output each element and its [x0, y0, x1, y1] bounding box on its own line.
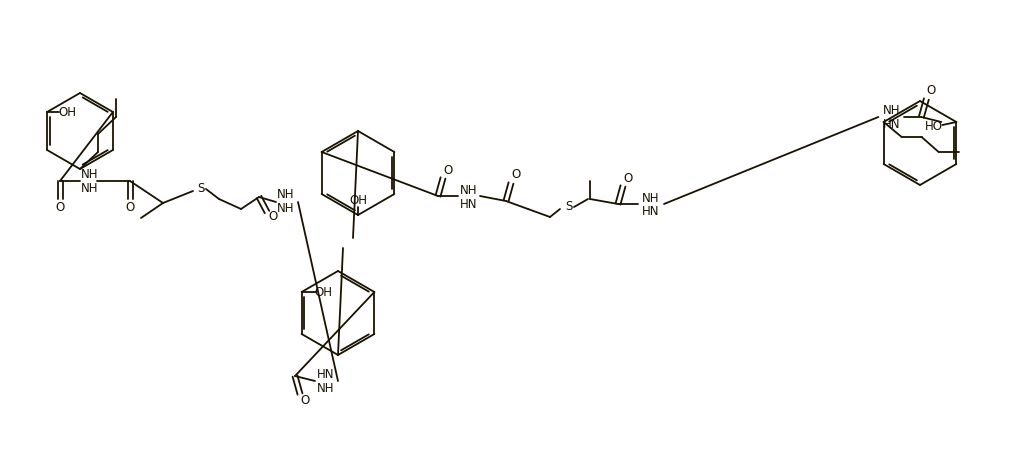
Text: O: O: [269, 211, 278, 224]
Text: O: O: [511, 169, 520, 182]
Text: S: S: [197, 183, 205, 195]
Text: HN: HN: [461, 197, 478, 211]
Text: NH: NH: [317, 383, 334, 396]
Text: NH: NH: [882, 105, 900, 118]
Text: O: O: [443, 164, 452, 177]
Text: O: O: [55, 201, 65, 214]
Text: HN: HN: [642, 206, 660, 219]
Text: OH: OH: [58, 106, 76, 118]
Text: HN: HN: [317, 368, 334, 382]
Text: NH: NH: [277, 189, 294, 201]
Text: OH: OH: [349, 195, 367, 207]
Text: NH: NH: [461, 183, 478, 196]
Text: O: O: [301, 395, 310, 408]
Text: NH: NH: [277, 202, 294, 215]
Text: HO: HO: [925, 120, 943, 134]
Text: O: O: [926, 84, 936, 97]
Text: O: O: [125, 201, 134, 214]
Text: O: O: [624, 171, 633, 184]
Text: HN: HN: [882, 118, 900, 131]
Text: S: S: [565, 201, 573, 213]
Text: NH: NH: [81, 167, 98, 181]
Text: OH: OH: [315, 285, 332, 299]
Text: NH: NH: [81, 182, 98, 195]
Text: NH: NH: [642, 191, 660, 205]
